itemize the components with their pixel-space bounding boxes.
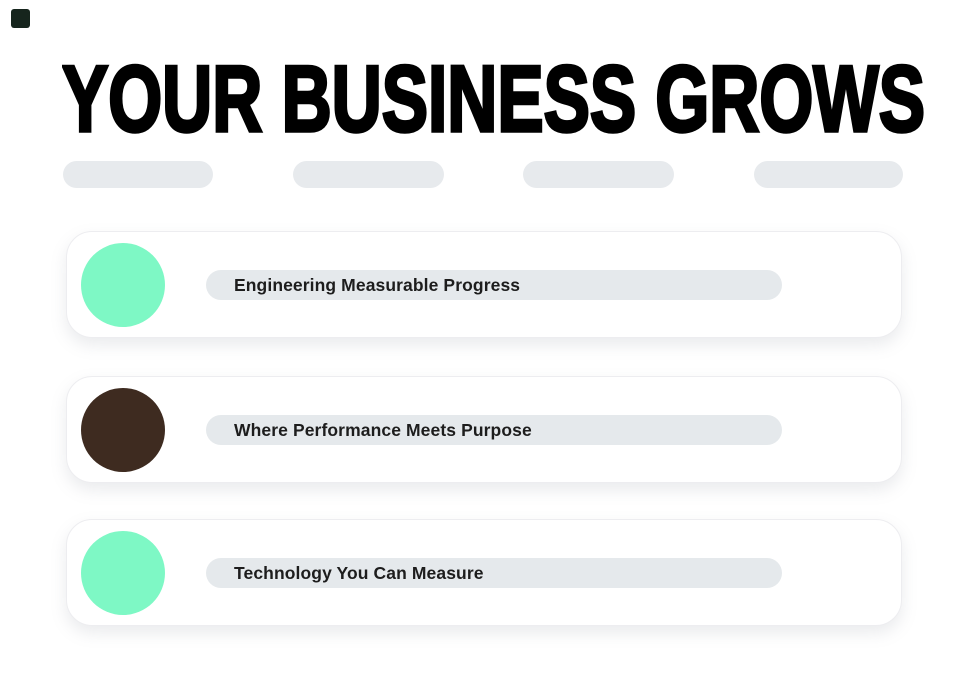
feature-card: Where Performance Meets Purpose <box>66 376 902 483</box>
label-pill: Engineering Measurable Progress <box>206 270 782 300</box>
card-label: Where Performance Meets Purpose <box>234 419 532 440</box>
nav-placeholder-pill <box>63 161 213 188</box>
nav-placeholder-pill <box>523 161 674 188</box>
label-pill: Where Performance Meets Purpose <box>206 415 782 445</box>
accent-dot <box>81 243 165 327</box>
feature-card: Engineering Measurable Progress <box>66 231 902 338</box>
feature-card: Technology You Can Measure <box>66 519 902 626</box>
label-pill: Technology You Can Measure <box>206 558 782 588</box>
accent-dot <box>81 531 165 615</box>
card-label: Engineering Measurable Progress <box>234 274 521 295</box>
card-label: Technology You Can Measure <box>234 562 484 583</box>
page-title: YOUR BUSINESS GROWS <box>62 62 925 134</box>
headline-graphic: YOUR BUSINESS GROWS <box>62 62 925 134</box>
nav-placeholder-pill <box>754 161 903 188</box>
accent-dot <box>81 388 165 472</box>
nav-placeholder-pill <box>293 161 444 188</box>
brand-mark <box>11 9 30 28</box>
